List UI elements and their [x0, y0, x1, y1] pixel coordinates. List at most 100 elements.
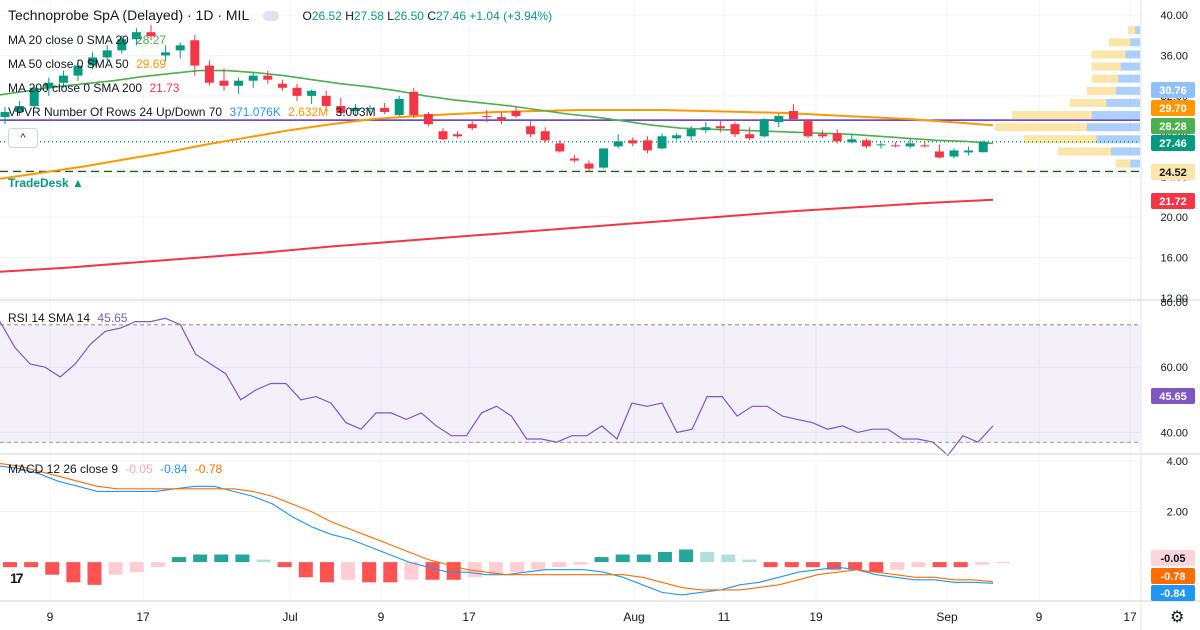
price-label: 29.70 — [1159, 103, 1187, 115]
collapse-legend-button[interactable]: ^ — [8, 128, 38, 148]
rsi-value-label-bg — [1151, 388, 1195, 404]
macd-histogram-bar — [932, 562, 947, 568]
macd-histogram-bar — [531, 562, 546, 570]
candle-body — [905, 143, 915, 147]
macd-histogram-bar — [700, 552, 715, 563]
candle-body — [715, 126, 725, 129]
rsi-band-fill — [0, 324, 1140, 443]
macd-histogram-bar — [826, 562, 841, 570]
macd-histogram-bar — [404, 562, 419, 580]
volume-profile-bar-up — [1120, 62, 1140, 71]
price-label: 21.72 — [1159, 196, 1187, 208]
volume-profile-bar-down — [1086, 86, 1116, 95]
candle-body — [131, 32, 141, 40]
vpvr-legend[interactable]: VPVR Number Of Rows 24 Up/Down 70 371.07… — [8, 105, 376, 119]
macd-histogram-bar — [636, 554, 651, 563]
ohlc-readout: O26.52 H27.58 L26.50 C27.46 +1.04 (+3.94… — [302, 9, 553, 23]
x-tick-label: Jul — [282, 610, 297, 624]
candle-body — [58, 75, 68, 83]
ma20-legend[interactable]: MA 20 close 0 SMA 20 28.27 — [8, 33, 167, 47]
macd-histogram-bar — [805, 562, 820, 568]
price-label: 28.28 — [1159, 121, 1187, 133]
macd-histogram-bar — [319, 562, 334, 583]
candle-body — [453, 134, 463, 137]
event-marker-label[interactable]: TradeDesk ▲ — [8, 176, 84, 190]
macd-histogram-bar — [150, 562, 165, 568]
volume-profile-bar-down — [1011, 111, 1092, 120]
macd-histogram-bar — [172, 557, 187, 563]
candle-body — [803, 121, 813, 137]
ma50-line — [0, 109, 994, 180]
ma200-legend[interactable]: MA 200 close 0 SMA 200 21.73 — [8, 81, 180, 95]
volume-profile-bar-up — [1086, 123, 1140, 132]
macd-histogram-bar — [341, 562, 356, 580]
candle-body — [759, 119, 769, 137]
x-tick-label: 17 — [462, 610, 476, 624]
candle-body — [15, 105, 25, 113]
macd-histogram-bar — [45, 562, 60, 575]
candle-body — [263, 75, 273, 80]
indicator-lines — [0, 69, 994, 457]
candle-body — [117, 39, 127, 51]
volume-profile-bar-up — [1096, 135, 1140, 144]
candle-body — [307, 90, 317, 96]
candle-body — [584, 163, 594, 169]
settings-gear-icon[interactable]: ⚙ — [1170, 609, 1185, 626]
macd-histogram-bar — [974, 562, 989, 565]
candle-body — [467, 124, 477, 129]
x-tick-label: 9 — [47, 610, 54, 624]
candle-body — [204, 65, 214, 83]
x-tick-label: Sep — [936, 610, 958, 624]
candle-body — [88, 57, 98, 66]
macd-histogram-bar — [235, 554, 250, 563]
macd-histogram-bar — [615, 554, 630, 563]
symbol-title[interactable]: Technoprobe SpA (Delayed) · 1D · MIL — [8, 7, 249, 23]
x-tick-label: 9 — [1036, 610, 1043, 624]
candle-body — [350, 107, 360, 112]
macd-histogram-bar — [953, 562, 968, 568]
macd-histogram-bar — [573, 562, 588, 565]
price-axis: 40.0036.0032.0028.0024.0020.0016.0012.00… — [1151, 10, 1195, 601]
x-tick-label: 17 — [136, 610, 150, 624]
macd-histogram-bar — [214, 554, 229, 563]
volume-profile-bar-up — [1130, 38, 1140, 47]
visibility-icon[interactable] — [262, 11, 279, 22]
macd-legend[interactable]: MACD 12 26 close 9 -0.05 -0.84 -0.78 — [8, 462, 223, 476]
candle-body — [292, 87, 302, 96]
rsi-legend[interactable]: RSI 14 SMA 14 45.65 — [8, 311, 128, 325]
tradingview-logo-icon[interactable]: 17 — [10, 570, 24, 586]
candle-body — [569, 158, 579, 161]
y-tick-label: 20.00 — [1160, 212, 1188, 224]
candle-body — [0, 112, 10, 118]
volume-profile-bar-down — [1069, 98, 1107, 107]
volume-profile-bar-down — [1091, 62, 1121, 71]
candle-body — [190, 40, 200, 66]
macd-pane — [0, 463, 1010, 596]
volume-profile-bar-up — [1130, 159, 1140, 168]
volume-profile-bar-down — [1091, 74, 1119, 83]
chart-header: Technoprobe SpA (Delayed) · 1D · MIL O26… — [8, 7, 552, 23]
candle-body — [540, 131, 550, 141]
candle-body — [248, 75, 258, 81]
volume-profile-bar-down — [1024, 135, 1097, 144]
macd-value-label: -0.84 — [1160, 588, 1186, 600]
candle-body — [978, 141, 988, 153]
macd-histogram-bar — [87, 562, 102, 585]
candle-body — [438, 131, 448, 140]
macd-histogram-bar — [298, 562, 313, 578]
rsi-band — [0, 324, 1140, 443]
time-axis: 9 17 Jul 9 17 Aug 11 19 Sep 9 17 — [47, 610, 1137, 624]
candle-body — [613, 141, 623, 147]
candle-body — [832, 133, 842, 142]
candle-body — [555, 143, 565, 152]
y-tick-label: 36.00 — [1160, 50, 1188, 62]
ma20-line — [0, 69, 994, 145]
macd-signal-label-bg — [1151, 568, 1195, 584]
candle-body — [891, 145, 901, 147]
candle-body — [219, 80, 229, 86]
candle-body — [423, 114, 433, 125]
ma50-legend[interactable]: MA 50 close 0 SMA 50 29.69 — [8, 57, 167, 71]
macd-histogram-bar — [193, 554, 208, 563]
